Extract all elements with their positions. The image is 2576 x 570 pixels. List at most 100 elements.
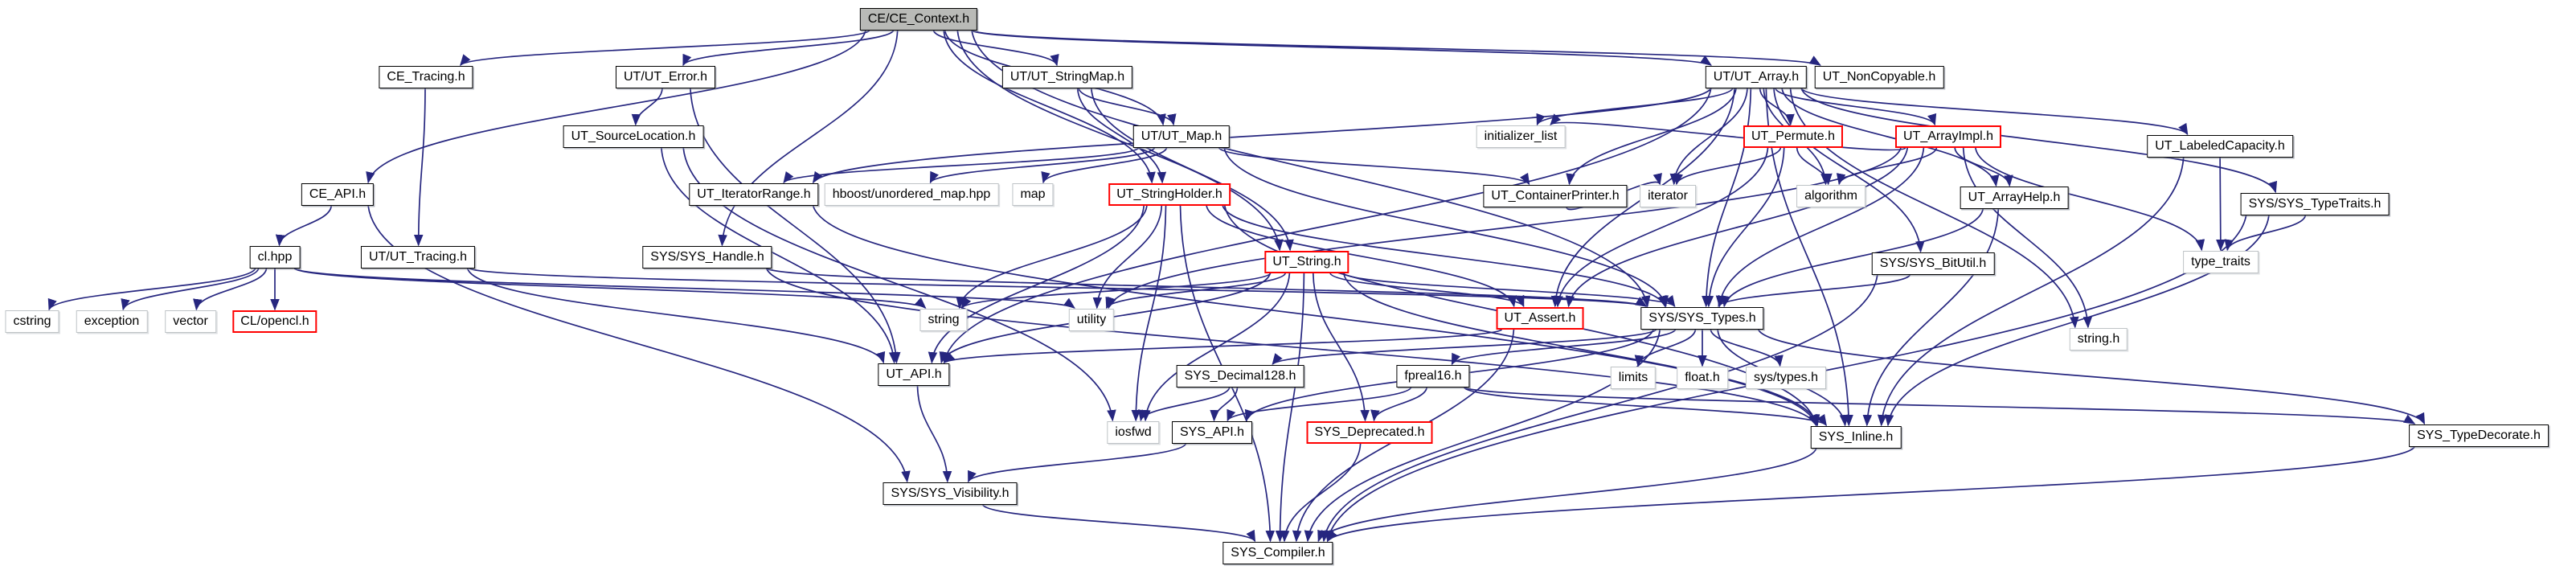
graph-node-ut-arrayimpl-h[interactable]: UT_ArrayImpl.h — [1894, 125, 2002, 148]
graph-node-ut-sourcelocation-h[interactable]: UT_SourceLocation.h — [563, 125, 704, 148]
edge-cl-hpp-to-vector — [193, 268, 268, 311]
graph-node-sys-sys-typetraits-h[interactable]: SYS/SYS_TypeTraits.h — [2240, 193, 2390, 215]
graph-node-sys-typedecorate-h[interactable]: SYS_TypeDecorate.h — [2409, 424, 2549, 447]
graph-node-ut-ut-array-h[interactable]: UT/UT_Array.h — [1705, 66, 1808, 88]
edge-ut-string-h-to-sys-sys-types-h — [1343, 273, 1676, 308]
edge-sys-sys-types-h-to-sys-types-h — [1710, 329, 1784, 367]
graph-node-sys-deprecated-h[interactable]: SYS_Deprecated.h — [1306, 421, 1433, 444]
graph-node-string[interactable]: string — [919, 309, 968, 331]
graph-node-initializer-list[interactable]: initializer_list — [1476, 125, 1566, 148]
edge-ut-ut-tracing-h-to-ut-api-h — [466, 268, 886, 364]
edge-ut-ut-array-h-to-ut-containerprinter-h — [1566, 88, 1737, 186]
edge-ut-ut-stringmap-h-to-ut-ut-map-h — [1078, 88, 1177, 126]
edge-sys-sys-bitutil-h-to-sys-compiler-h — [1321, 274, 1878, 543]
edge-ut-ut-stringmap-h-to-ut-string-h — [1090, 88, 1294, 252]
graph-node-ut-string-h[interactable]: UT_String.h — [1264, 251, 1349, 273]
edge-sys-sys-types-h-to-fpreal16-h — [1451, 329, 1677, 366]
edge-cl-hpp-to-utility — [293, 268, 1075, 309]
edge-sys-sys-types-h-to-sys-decimal128-h — [1272, 329, 1657, 366]
graph-node-algorithm[interactable]: algorithm — [1796, 185, 1865, 207]
graph-node-cstring[interactable]: cstring — [5, 310, 59, 333]
graph-node-ut-assert-h[interactable]: UT_Assert.h — [1496, 307, 1584, 330]
edge-ut-string-h-to-ut-assert-h — [1329, 273, 1525, 308]
graph-node-string-h[interactable]: string.h — [2069, 328, 2128, 351]
graph-node-ce-tracing-h[interactable]: CE_Tracing.h — [379, 66, 473, 88]
edge-ut-ut-array-h-to-sys-sys-typetraits-h — [1800, 88, 2277, 194]
edge-ut-ut-array-h-to-ut-labeledcapacity-h — [1800, 88, 2189, 136]
edge-ce-ce-context-h-to-ce-api-h — [366, 30, 866, 184]
edge-ut-ut-array-h-to-iterator — [1669, 88, 1748, 186]
edge-ut-arrayimpl-h-to-algorithm — [1836, 147, 1938, 186]
edge-ut-ut-array-h-to-sys-sys-types-h — [1702, 88, 1752, 308]
edge-fpreal16-h-to-sys-typedecorate-h — [1464, 387, 2416, 424]
edge-ut-ut-array-h-to-ut-arrayimpl-h — [1775, 88, 1937, 126]
graph-node-sys-decimal128-h[interactable]: SYS_Decimal128.h — [1176, 365, 1304, 388]
edge-cl-hpp-to-exception — [121, 268, 260, 311]
graph-node-exception[interactable]: exception — [76, 310, 148, 333]
graph-node-ut-ut-tracing-h[interactable]: UT/UT_Tracing.h — [360, 246, 476, 269]
edge-ut-labeledcapacity-h-to-type-traits — [2216, 157, 2226, 252]
graph-node-vector[interactable]: vector — [165, 310, 216, 333]
edge-ut-permute-h-to-algorithm — [1796, 147, 1833, 186]
graph-node-ut-iteratorrange-h[interactable]: UT_IteratorRange.h — [689, 183, 819, 206]
edge-ce-ce-context-h-to-ut-string-h — [956, 30, 1284, 252]
graph-node-fpreal16-h[interactable]: fpreal16.h — [1396, 365, 1470, 388]
edge-ut-api-h-to-sys-sys-visibility-h — [916, 385, 952, 483]
graph-node-ut-ut-map-h[interactable]: UT/UT_Map.h — [1132, 125, 1231, 148]
graph-node-ut-containerprinter-h[interactable]: UT_ContainerPrinter.h — [1483, 185, 1628, 207]
graph-node-sys-sys-visibility-h[interactable]: SYS/SYS_Visibility.h — [883, 482, 1018, 505]
graph-node-sys-compiler-h[interactable]: SYS_Compiler.h — [1222, 542, 1333, 564]
edge-sys-sys-types-h-to-sys-typedecorate-h — [1757, 329, 2426, 425]
graph-node-ut-permute-h[interactable]: UT_Permute.h — [1743, 125, 1844, 148]
graph-node-ce-api-h[interactable]: CE_API.h — [301, 183, 375, 206]
graph-node-sys-inline-h[interactable]: SYS_Inline.h — [1810, 426, 1902, 449]
edge-ut-ut-array-h-to-initializer-list — [1536, 88, 1734, 126]
edge-ut-labeledcapacity-h-to-sys-inline-h — [1877, 157, 2185, 427]
graph-node-map[interactable]: map — [1012, 183, 1054, 206]
graph-node-ut-api-h[interactable]: UT_API.h — [878, 363, 950, 386]
edge-sys-inline-h-to-sys-compiler-h — [1317, 448, 1817, 543]
edge-ut-arrayimpl-h-to-ut-arrayhelp-h — [1954, 147, 2013, 187]
graph-node-sys-sys-types-h[interactable]: SYS/SYS_Types.h — [1640, 307, 1764, 330]
graph-node-sys-sys-handle-h[interactable]: SYS/SYS_Handle.h — [642, 246, 772, 269]
edge-ut-stringholder-h-to-ut-api-h — [928, 205, 1145, 364]
graph-node-ut-labeledcapacity-h[interactable]: UT_LabeledCapacity.h — [2147, 135, 2293, 158]
graph-node-ut-arrayhelp-h[interactable]: UT_ArrayHelp.h — [1960, 187, 2069, 209]
edge-ut-arrayimpl-h-to-sys-sys-types-h — [1715, 147, 1925, 308]
graph-node-float-h[interactable]: float.h — [1677, 367, 1728, 389]
graph-node-utility[interactable]: utility — [1068, 309, 1115, 331]
graph-node-ut-ut-error-h[interactable]: UT/UT_Error.h — [615, 66, 716, 88]
graph-node-ce-ce-context-h: CE/CE_Context.h — [859, 8, 978, 31]
edge-ut-string-h-to-string — [960, 273, 1272, 310]
edge-sys-deprecated-h-to-sys-compiler-h — [1280, 443, 1362, 543]
graph-node-ut-ut-stringmap-h[interactable]: UT/UT_StringMap.h — [1001, 66, 1133, 88]
graph-node-cl-opencl-h[interactable]: CL/opencl.h — [232, 310, 317, 333]
edge-ut-string-h-to-sys-deprecated-h — [1312, 273, 1370, 422]
edge-ut-permute-h-to-ut-assert-h — [1554, 147, 1769, 308]
edge-fpreal16-h-to-sys-inline-h — [1463, 387, 1827, 427]
edge-ut-ut-map-h-to-sys-sys-types-h — [1223, 147, 1669, 308]
graph-node-hboost-unordered-map-hpp[interactable]: hboost/unordered_map.hpp — [824, 183, 999, 206]
edge-fpreal16-h-to-sys-api-h — [1227, 387, 1412, 422]
graph-node-iterator[interactable]: iterator — [1640, 185, 1696, 207]
graph-node-iosfwd[interactable]: iosfwd — [1107, 421, 1160, 444]
edge-ut-arrayimpl-h-to-type-traits — [1975, 147, 2205, 252]
graph-node-cl-hpp[interactable]: cl.hpp — [249, 246, 301, 269]
edge-ut-ut-array-h-to-sys-sys-bitutil-h — [1773, 88, 1925, 253]
edge-ut-arrayimpl-h-to-utility — [1107, 147, 1902, 310]
edge-ut-sourcelocation-h-to-ut-api-h — [661, 147, 899, 364]
graph-node-type-traits[interactable]: type_traits — [2183, 251, 2259, 273]
edge-ut-stringholder-h-to-utility — [1092, 205, 1163, 310]
graph-node-limits[interactable]: limits — [1610, 367, 1657, 389]
graph-node-sys-api-h[interactable]: SYS_API.h — [1171, 421, 1253, 444]
edge-sys-sys-typetraits-h-to-type-traits — [2224, 215, 2307, 252]
graph-node-sys-sys-bitutil-h[interactable]: SYS/SYS_BitUtil.h — [1871, 252, 1995, 275]
graph-node-ut-noncopyable-h[interactable]: UT_NonCopyable.h — [1814, 66, 1944, 88]
graph-node-ut-stringholder-h[interactable]: UT_StringHolder.h — [1108, 183, 1231, 206]
edge-sys-sys-handle-h-to-sys-inline-h — [765, 268, 1817, 427]
edge-cl-hpp-to-string — [293, 268, 927, 309]
edge-sys-sys-visibility-h-to-sys-compiler-h — [982, 504, 1256, 543]
edge-ut-ut-error-h-to-ut-sourcelocation-h — [631, 88, 663, 126]
graph-node-sys-types-h[interactable]: sys/types.h — [1745, 367, 1827, 389]
edge-sys-decimal128-h-to-iosfwd — [1137, 387, 1231, 422]
